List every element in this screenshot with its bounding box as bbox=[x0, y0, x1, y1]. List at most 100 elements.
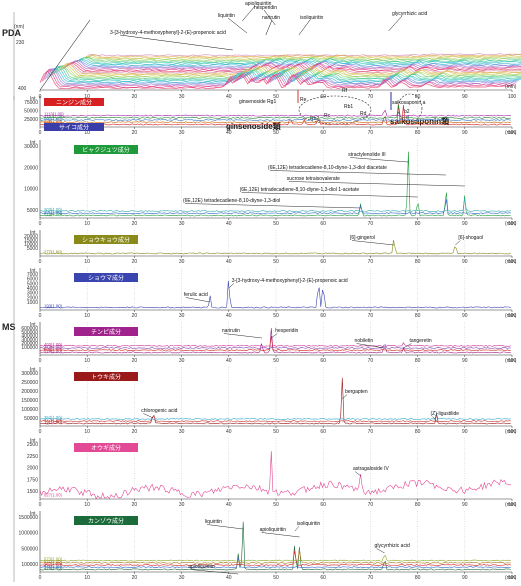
pda-peak-label: b2 bbox=[404, 109, 410, 115]
ms-y-tick-label: 50000 bbox=[24, 109, 38, 115]
ms-int-label: Int. bbox=[30, 511, 37, 517]
ms-x-tick-label: 90 bbox=[462, 575, 468, 581]
ms-peak-label: nobiletin bbox=[355, 338, 374, 344]
ms-x-tick-label: 80 bbox=[415, 575, 421, 581]
pda-peak-label: Rc bbox=[324, 113, 331, 119]
ms-x-tick-label: 10 bbox=[84, 313, 90, 319]
ms-y-tick-label: 500000 bbox=[21, 330, 38, 336]
ms-x-tick-label: 70 bbox=[368, 575, 374, 581]
ms-trace-label: 579(1.00) bbox=[44, 349, 63, 354]
ms-y-tick-label: 250000 bbox=[21, 380, 38, 386]
ms-x-tick-label: 20 bbox=[132, 130, 138, 136]
ms-peak-leader bbox=[261, 532, 300, 538]
ms-x-tick-label: 30 bbox=[179, 221, 185, 227]
ms-trace bbox=[39, 412, 511, 420]
pda-side-label: PDA bbox=[2, 28, 22, 38]
ms-panel: 0 10 20 30 40 50 60 70 80 90 100(min) Int.200001500… bbox=[24, 230, 517, 265]
ms-peak-leader bbox=[241, 192, 418, 198]
ms-trace bbox=[39, 117, 511, 121]
ms-x-tick-label: 80 bbox=[415, 221, 421, 227]
ms-x-tick-label: 20 bbox=[132, 313, 138, 319]
ms-x-tick-label: 10 bbox=[84, 259, 90, 265]
pda-peak-label: narirutin bbox=[262, 15, 280, 21]
ms-peak-label: sucrose tetraisovalerate bbox=[287, 176, 340, 182]
ms-x-tick-label: 90 bbox=[462, 130, 468, 136]
ms-trace bbox=[39, 104, 511, 119]
ms-panel-title: ショウキョウ成分 bbox=[82, 236, 130, 244]
ms-y-tick-label: 200000 bbox=[21, 389, 38, 395]
ms-trace bbox=[39, 557, 511, 569]
ms-peak-leader bbox=[376, 548, 385, 554]
ms-x-tick-label: 10 bbox=[84, 221, 90, 227]
ms-x-tick-label: 10 bbox=[84, 502, 90, 508]
ms-x-tick-label: 20 bbox=[132, 358, 138, 364]
ms-peak-leader bbox=[432, 416, 437, 422]
pda-peak-label: Rd bbox=[360, 111, 367, 117]
ms-x-tick-label: 60 bbox=[320, 259, 326, 265]
ms-x-tick-label: 30 bbox=[179, 130, 185, 136]
ms-trace bbox=[39, 377, 511, 425]
ms-x-tick-label: 60 bbox=[320, 429, 326, 435]
pda-slice bbox=[52, 65, 521, 81]
pda-wl-tick: 400 bbox=[18, 86, 27, 92]
ms-y-tick-label: 100000 bbox=[21, 407, 38, 413]
ms-trace-label: 800(1.00) bbox=[44, 116, 63, 121]
ms-x-tick-label: 60 bbox=[320, 358, 326, 364]
ms-y-tick-label: 10000 bbox=[24, 242, 38, 248]
ms-trace bbox=[39, 336, 511, 352]
pda-peak-label: 3-[3-hydroxy-4-methoxyphenyl]-2-(E)-prop… bbox=[110, 30, 226, 36]
ms-y-tick-label: 150000 bbox=[21, 398, 38, 404]
pda-slice bbox=[53, 65, 521, 80]
ms-peak-label: ferulic acid bbox=[184, 292, 208, 298]
ms-peak-leader bbox=[288, 181, 465, 187]
ms-trace bbox=[39, 280, 511, 309]
pda-slice bbox=[83, 54, 521, 59]
ms-x-tick-label: 80 bbox=[415, 313, 421, 319]
pda-slice bbox=[64, 62, 521, 73]
pda-peak-label: d bbox=[406, 115, 409, 121]
ms-panel-title-box bbox=[74, 516, 138, 525]
ms-peak-label: narirutin bbox=[222, 328, 240, 334]
ms-trace bbox=[39, 328, 511, 354]
ms-x-tick-label: 50 bbox=[273, 313, 279, 319]
ms-x-tick-label: 0 bbox=[39, 313, 42, 319]
ms-y-tick-label: 100000 bbox=[21, 345, 38, 351]
ms-trace-label: 609(1.00) bbox=[44, 346, 63, 351]
ms-peak-label: hesperidin bbox=[275, 328, 298, 334]
ms-peak-leader bbox=[356, 343, 385, 349]
ms-trace-label: 1113(1.00) bbox=[44, 112, 64, 117]
ms-x-unit: (min) bbox=[505, 313, 517, 319]
ms-x-tick-label: 90 bbox=[462, 221, 468, 227]
ms-peak-leader bbox=[143, 413, 154, 419]
ms-peak-label: 3-[3-hydroxy-4-methoxyphenyl]-2-(E)-prop… bbox=[232, 278, 348, 284]
pda-slice bbox=[85, 54, 521, 58]
ms-peak-label: isoliquiritin bbox=[297, 521, 321, 527]
pda-slice bbox=[55, 64, 521, 79]
ms-x-tick-label: 30 bbox=[179, 575, 185, 581]
ms-y-tick-label: 1750 bbox=[27, 477, 38, 483]
ms-trace bbox=[39, 549, 511, 564]
ms-trace bbox=[39, 198, 511, 212]
ms-x-tick-label: 0 bbox=[39, 259, 42, 265]
ms-panel-title: オウギ成分 bbox=[91, 444, 121, 452]
pda-slice bbox=[76, 57, 521, 64]
ms-x-tick-label: 100 bbox=[508, 313, 517, 319]
ms-x-tick-label: 80 bbox=[415, 502, 421, 508]
ms-y-tick-label: 75000 bbox=[24, 100, 38, 106]
ms-peak-leader bbox=[403, 343, 412, 349]
ms-y-tick-label: 200000 bbox=[21, 341, 38, 347]
ms-trace bbox=[39, 239, 511, 255]
ms-trace-label: 573(1.00) bbox=[44, 557, 63, 562]
ms-trace-label: 373(1.00) bbox=[44, 344, 63, 349]
ms-trace bbox=[39, 415, 511, 423]
ms-x-tick-label: 40 bbox=[226, 358, 232, 364]
ms-trace-label: 441(1.00) bbox=[44, 563, 63, 568]
ms-panel-title-box bbox=[74, 443, 138, 452]
pda-x-tick-label: 100 bbox=[508, 94, 517, 100]
pda-peak-leader bbox=[265, 19, 273, 36]
ms-trace bbox=[40, 151, 511, 217]
ms-peak-label: bergapten bbox=[345, 389, 368, 395]
ms-y-tick-label: 20000 bbox=[24, 234, 38, 240]
ms-trace-label: 403(1.00) bbox=[44, 342, 63, 347]
